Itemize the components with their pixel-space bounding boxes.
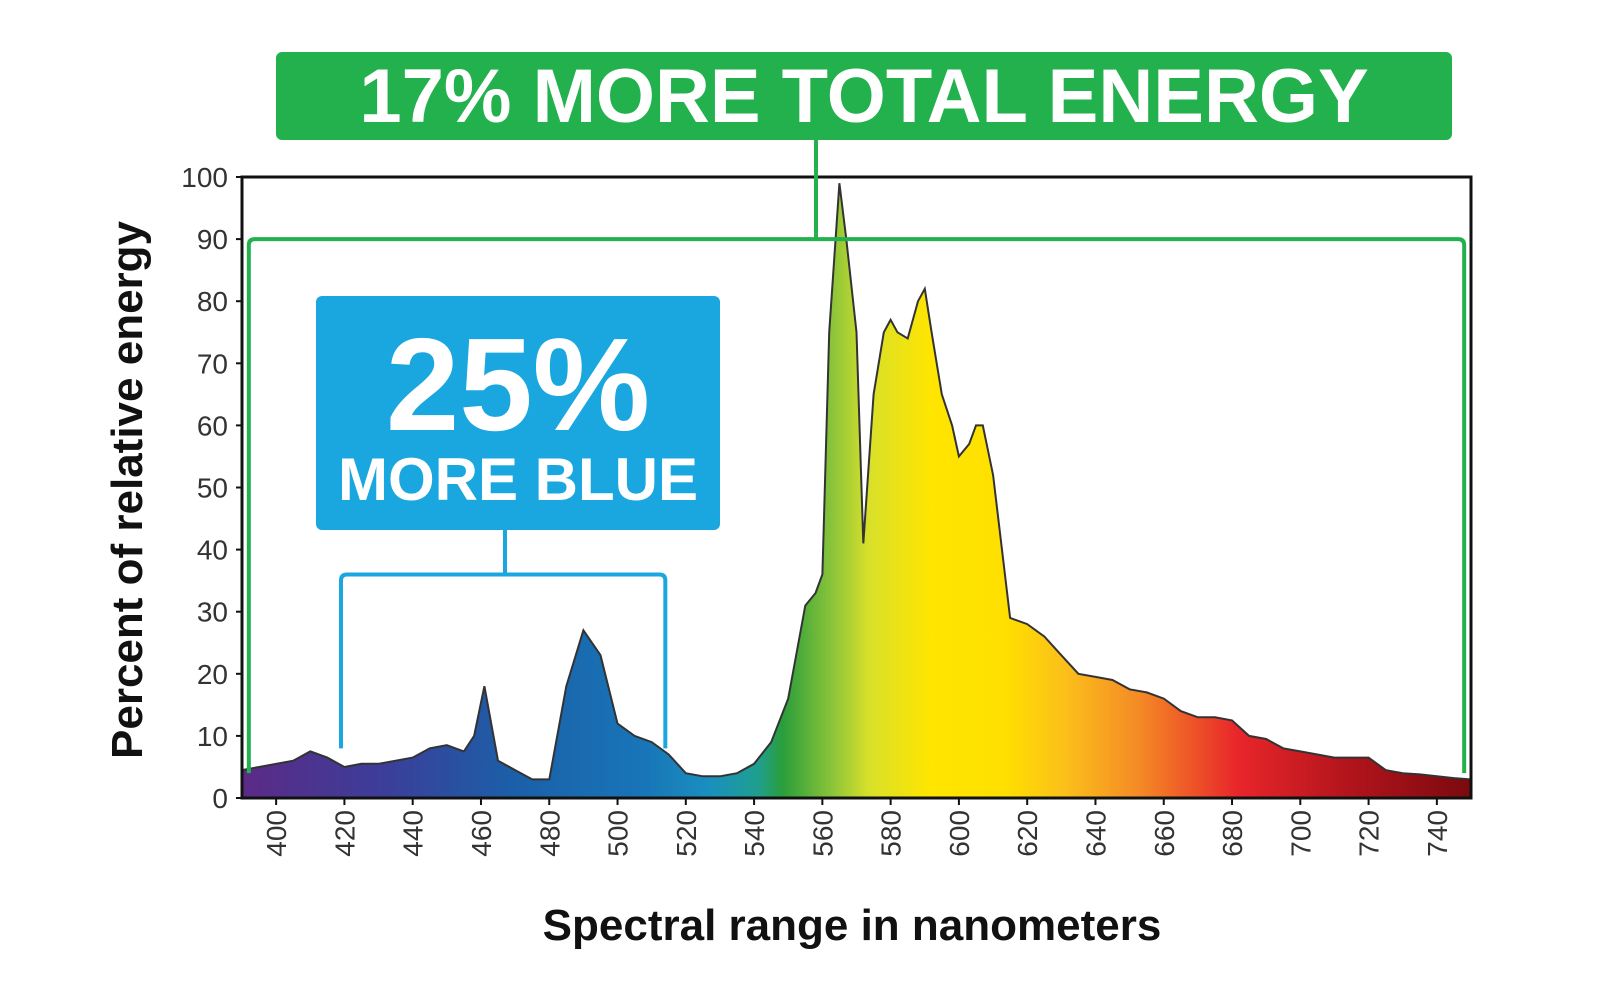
x-axis-ticks: 400 420 440 460 480 500 520 540 560 580 600 620 640 6… (261, 798, 1453, 857)
y-tick-label: 80 (197, 286, 228, 317)
more-blue-percent: 25% (386, 311, 650, 458)
y-tick-label: 70 (197, 348, 228, 379)
x-tick-label: 640 (1080, 810, 1111, 857)
x-axis-label: Spectral range in nanometers (543, 901, 1162, 950)
total-energy-annotation: 17% MORE TOTAL ENERGY (246, 52, 1467, 774)
more-blue-badge (316, 296, 720, 530)
total-energy-label: 17% MORE TOTAL ENERGY (359, 54, 1368, 139)
total-energy-bracket (246, 237, 1467, 774)
y-tick-label: 100 (181, 162, 228, 193)
x-tick-label: 460 (466, 810, 497, 857)
x-tick-label: 480 (534, 810, 565, 857)
x-tick-label: 580 (876, 810, 907, 857)
more-blue-annotation: 25% MORE BLUE (316, 296, 720, 749)
more-blue-label: MORE BLUE (338, 446, 698, 513)
y-tick-label: 90 (197, 224, 228, 255)
x-tick-label: 720 (1354, 810, 1385, 857)
x-tick-label: 700 (1285, 810, 1316, 857)
x-tick-label: 620 (1012, 810, 1043, 857)
total-energy-badge (276, 52, 1452, 140)
y-tick-label: 20 (197, 659, 228, 690)
x-tick-label: 540 (739, 810, 770, 857)
y-axis-label: Percent of relative energy (103, 220, 152, 759)
y-tick-label: 0 (212, 783, 228, 814)
x-tick-label: 440 (398, 810, 429, 857)
x-tick-label: 740 (1422, 810, 1453, 857)
x-tick-label: 420 (329, 810, 360, 857)
x-tick-label: 500 (603, 810, 634, 857)
y-tick-label: 50 (197, 473, 228, 504)
spectrum-area (241, 183, 1472, 799)
x-tick-label: 680 (1217, 810, 1248, 857)
x-tick-label: 600 (944, 810, 975, 857)
x-tick-label: 400 (261, 810, 292, 857)
x-tick-label: 560 (807, 810, 838, 857)
y-tick-label: 40 (197, 535, 228, 566)
y-tick-label: 30 (197, 597, 228, 628)
x-tick-label: 520 (671, 810, 702, 857)
y-tick-label: 60 (197, 410, 228, 441)
x-tick-label: 660 (1149, 810, 1180, 857)
y-tick-label: 10 (197, 721, 228, 752)
y-axis-ticks: 0 10 20 30 40 50 60 70 80 90 100 (181, 162, 242, 814)
